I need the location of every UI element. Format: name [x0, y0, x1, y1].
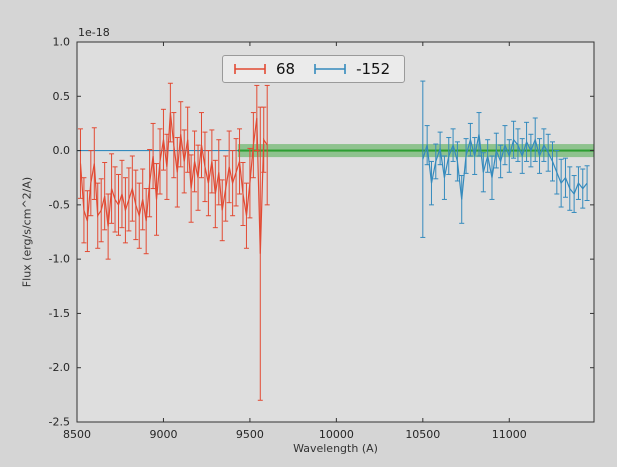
legend-entry-red: 68: [233, 60, 295, 78]
x-tick-label: 9500: [236, 428, 264, 441]
legend: 68 -152: [222, 55, 406, 83]
y-tick-label: 1.0: [53, 36, 71, 49]
red-series: [77, 82, 270, 401]
y-tick-label: -1.5: [49, 307, 70, 320]
y-tick-label: -0.5: [49, 198, 70, 211]
legend-label-blue: -152: [356, 60, 391, 78]
y-axis-label: Flux (erg/s/cm^2/A): [20, 176, 34, 288]
x-tick-label: 10500: [405, 428, 440, 441]
blue-series: [420, 80, 590, 238]
y-offset-label: 1e-18: [78, 26, 110, 39]
axes-frame: [76, 41, 595, 423]
red-errorbar-glyph: [233, 62, 267, 76]
x-tick-label: 9000: [149, 428, 177, 441]
legend-label-red: 68: [276, 60, 296, 78]
y-tick-label: -1.0: [49, 253, 70, 266]
x-axis-label: Wavelength (A): [293, 442, 378, 455]
x-tick-label: 10000: [319, 428, 354, 441]
y-tick-label: 0.0: [53, 144, 71, 157]
y-tick-label: -2.0: [49, 361, 70, 374]
y-tick-label: -2.5: [49, 416, 70, 429]
legend-entry-blue: -152: [313, 60, 390, 78]
plot-area: [77, 42, 594, 422]
x-tick-label: 8500: [63, 428, 91, 441]
x-tick-label: 11000: [492, 428, 527, 441]
blue-errorbar-glyph: [313, 62, 347, 76]
y-tick-label: 0.5: [53, 90, 71, 103]
